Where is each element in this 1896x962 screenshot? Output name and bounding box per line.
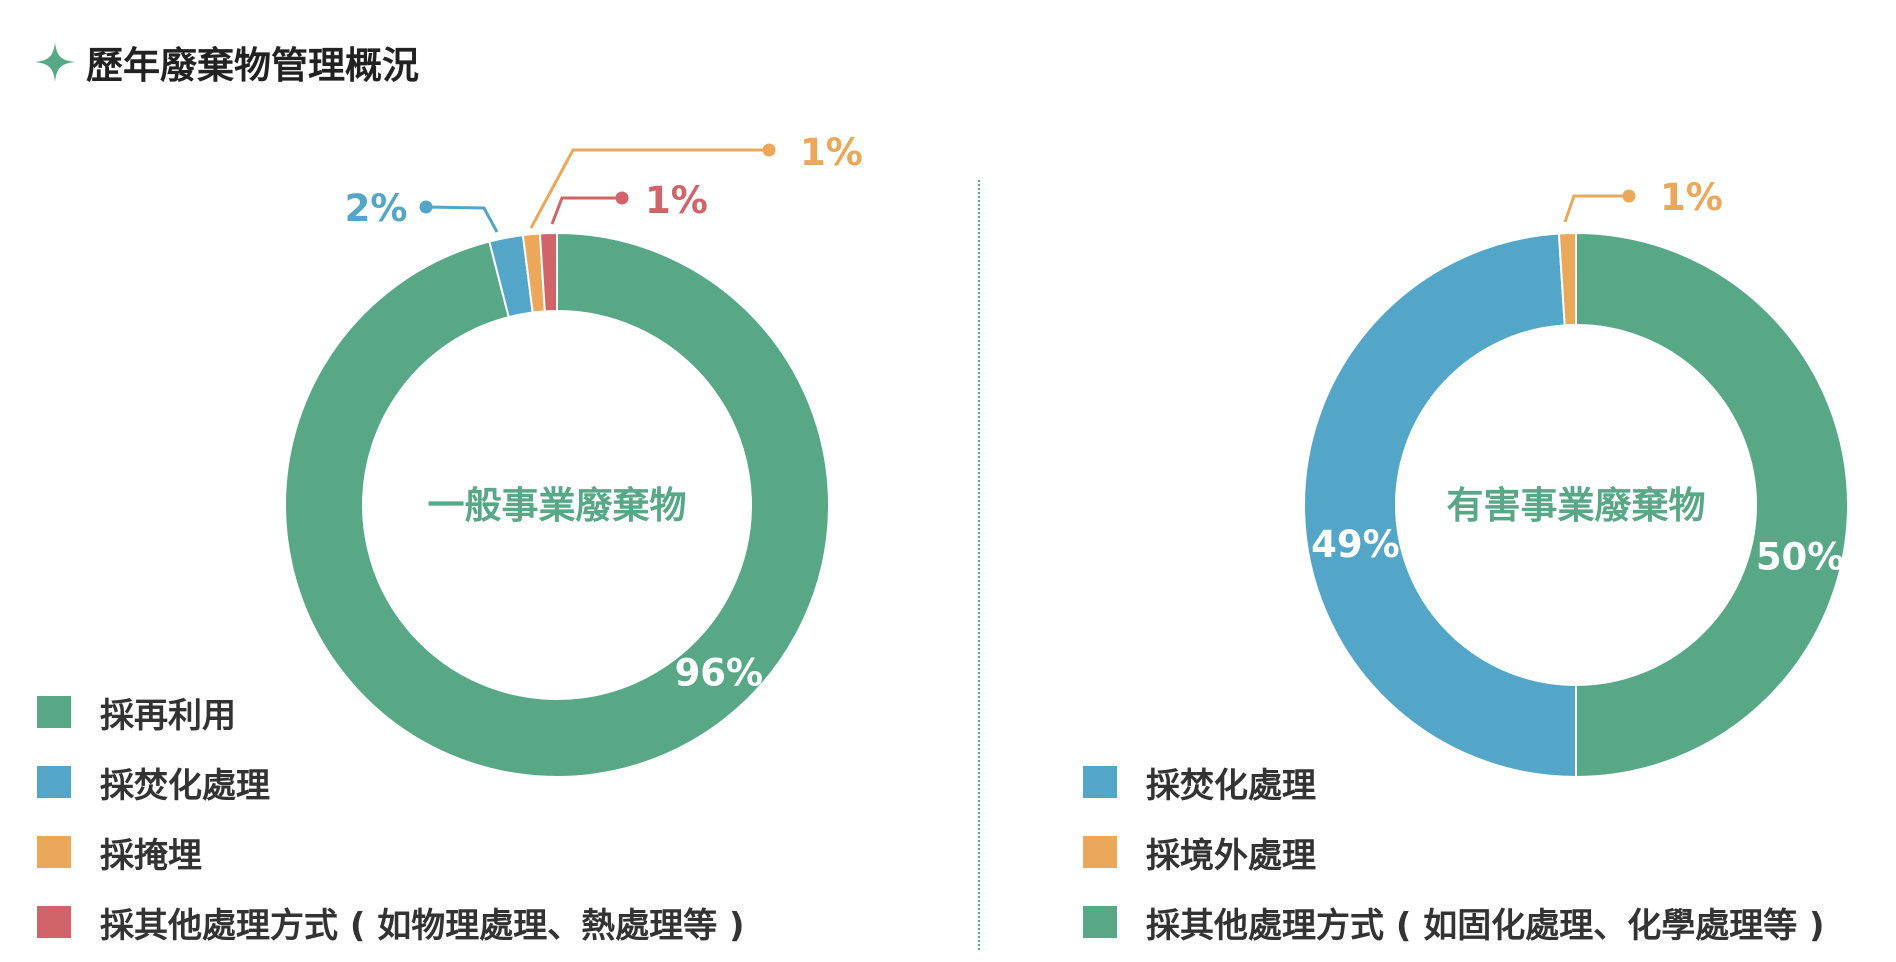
- donut-slice: [1303, 232, 1577, 779]
- donut-center-label: 有害事業廢棄物: [1447, 484, 1706, 527]
- legend-swatch: [37, 696, 71, 728]
- data-label: 1%: [645, 179, 708, 222]
- donut-slice: [284, 231, 830, 778]
- donut-center-label: 一般事業廢棄物: [428, 484, 687, 527]
- data-label: 50%: [1756, 536, 1845, 579]
- legend-swatch: [1083, 766, 1117, 798]
- legend-swatch: [37, 906, 71, 938]
- legend-swatch: [37, 836, 71, 868]
- legend-label: 採境外處理: [1146, 835, 1316, 876]
- legend-label: 採再利用: [100, 695, 236, 736]
- legend-item: 採焚化處理: [37, 747, 745, 817]
- donut-slice: [1575, 231, 1849, 779]
- legend-label: 採焚化處理: [100, 765, 270, 806]
- callout-dot: [419, 200, 433, 214]
- donut-slice: [538, 231, 558, 313]
- page-header: 歷年廢棄物管理概況: [34, 36, 419, 88]
- legend-item: 採再利用: [37, 677, 745, 747]
- legend-general-waste: 採再利用 採焚化處理 採掩埋 採其他處理方式 ( 如物理處理、熱處理等 ): [37, 677, 745, 957]
- legend-item: 採境外處理: [1083, 817, 1825, 887]
- chart-divider: [978, 180, 980, 950]
- data-label: 1%: [1660, 176, 1723, 219]
- legend-swatch: [1083, 836, 1117, 868]
- legend-label: 採掩埋: [100, 835, 202, 876]
- legend-label: 採其他處理方式 ( 如物理處理、熱處理等 ): [100, 905, 745, 946]
- sparkle-icon: [35, 42, 75, 82]
- donut-hazardous-waste: 50% 49% 1% 有害事業廢棄物: [1303, 176, 1849, 779]
- callout-line: [425, 205, 499, 233]
- donut-general-waste: 96% 2% 1% 1% 一般事業廢棄物: [284, 131, 863, 778]
- data-label: 2%: [345, 187, 408, 230]
- legend-label: 採焚化處理: [1146, 765, 1316, 806]
- callout-line: [1563, 194, 1629, 223]
- donut-slice: [1557, 231, 1577, 327]
- data-label: 49%: [1311, 523, 1400, 566]
- data-label: 1%: [800, 131, 863, 174]
- legend-swatch: [37, 766, 71, 798]
- page-title: 歷年廢棄物管理概況: [86, 44, 419, 87]
- legend-hazardous-waste: 採焚化處理 採境外處理 採其他處理方式 ( 如固化處理、化學處理等 ): [1083, 747, 1825, 957]
- callout-dot: [762, 143, 776, 157]
- callout-line: [550, 196, 622, 225]
- legend-label: 採其他處理方式 ( 如固化處理、化學處理等 ): [1146, 905, 1825, 946]
- data-label: 96%: [675, 652, 764, 695]
- callout-line: [529, 148, 769, 229]
- callout-dot: [1622, 189, 1636, 203]
- legend-item: 採其他處理方式 ( 如固化處理、化學處理等 ): [1083, 887, 1825, 957]
- legend-swatch: [1083, 906, 1117, 938]
- legend-item: 採掩埋: [37, 817, 745, 887]
- callout-dot: [615, 191, 629, 205]
- legend-item: 採其他處理方式 ( 如物理處理、熱處理等 ): [37, 887, 745, 957]
- legend-item: 採焚化處理: [1083, 747, 1825, 817]
